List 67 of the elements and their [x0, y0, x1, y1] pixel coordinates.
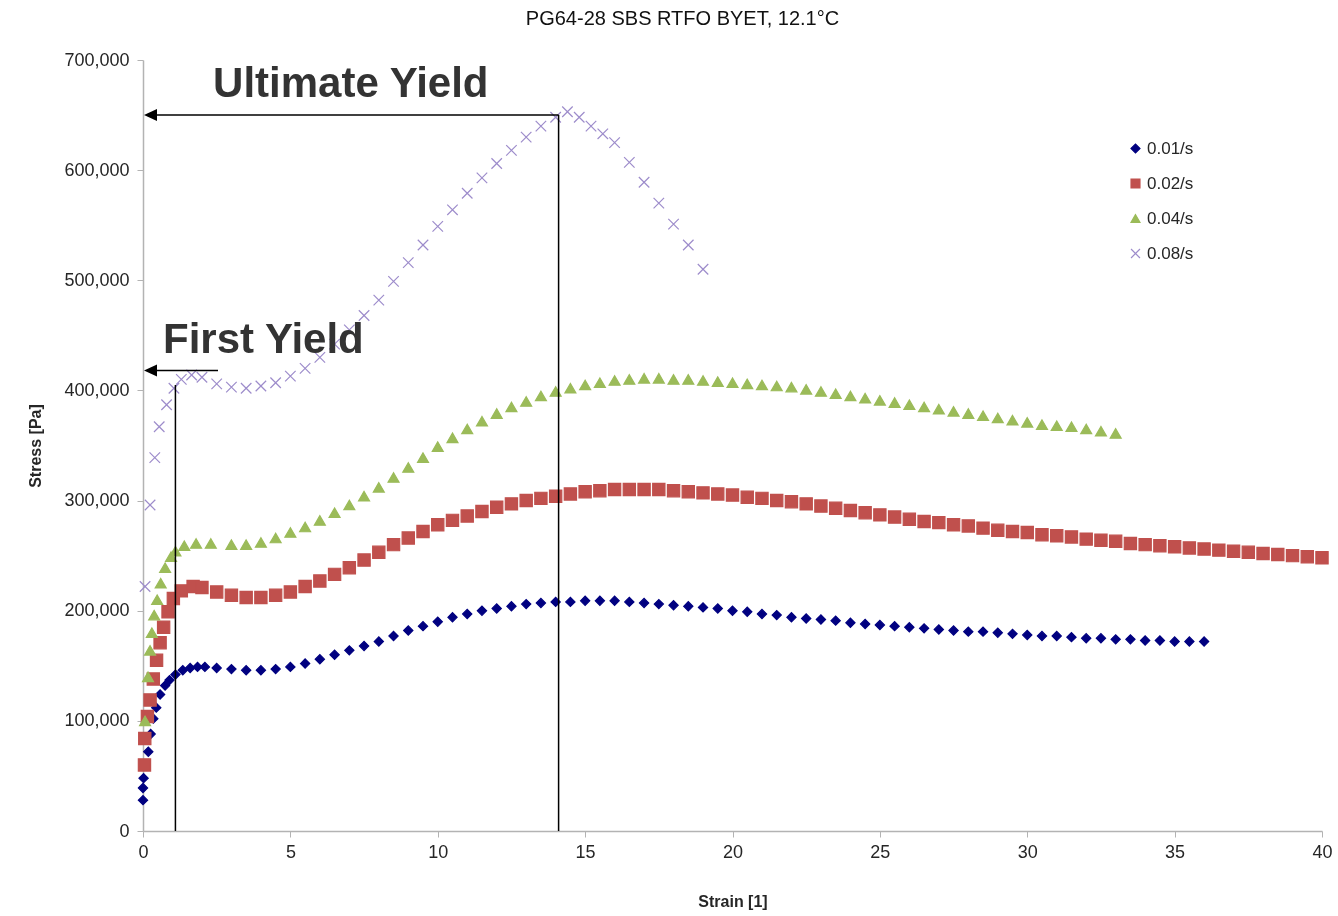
point — [476, 172, 488, 184]
x-tick-label: 35 — [1165, 841, 1186, 862]
y-tick-label: 600,000 — [64, 159, 130, 180]
y-tick-label: 700,000 — [64, 49, 130, 70]
point — [573, 111, 586, 124]
y-tick-label: 100,000 — [64, 710, 130, 731]
point — [446, 203, 459, 216]
x-tick-label: 5 — [285, 841, 296, 862]
point — [431, 220, 444, 233]
y-axis-title: Stress [Pa] — [27, 404, 45, 488]
point — [535, 120, 547, 132]
point — [387, 275, 400, 288]
y-tick-label: 400,000 — [64, 379, 130, 400]
y-tick-label: 0 — [119, 820, 130, 841]
point — [667, 218, 680, 230]
point — [153, 420, 166, 433]
point — [299, 362, 311, 375]
x-tick-label: 40 — [1312, 841, 1333, 862]
x-tick-label: 0 — [138, 841, 149, 862]
point — [196, 371, 208, 384]
legend-label: 0.02/s — [1147, 173, 1194, 193]
point — [148, 451, 161, 464]
x-axis-title: Strain [1] — [698, 892, 768, 910]
point — [596, 127, 609, 140]
point — [561, 105, 574, 118]
point — [623, 156, 636, 169]
point — [160, 398, 173, 411]
point — [608, 136, 621, 149]
point — [417, 239, 429, 251]
point — [682, 239, 695, 251]
point — [638, 176, 650, 189]
y-tick-label: 500,000 — [64, 269, 130, 290]
point — [225, 381, 238, 393]
annotation: First Yield — [163, 314, 364, 362]
y-tick-label: 300,000 — [64, 490, 130, 511]
point — [461, 187, 474, 200]
point — [505, 144, 518, 157]
point — [402, 256, 415, 269]
point — [175, 373, 188, 386]
point — [168, 382, 180, 395]
point — [139, 580, 151, 593]
point — [240, 382, 253, 395]
point — [269, 376, 282, 389]
point — [255, 380, 267, 392]
point — [372, 294, 385, 306]
x-tick-label: 20 — [722, 841, 744, 862]
point — [490, 157, 503, 170]
point — [284, 370, 297, 382]
point — [549, 111, 562, 124]
x-tick-label: 30 — [1017, 841, 1038, 862]
legend-label: 0.08/s — [1147, 243, 1194, 263]
x-tick-label: 15 — [575, 841, 596, 862]
x-tick-label: 25 — [870, 841, 891, 862]
x-tick-label: 10 — [428, 841, 449, 862]
point — [144, 499, 156, 511]
point — [358, 309, 370, 322]
point — [652, 197, 665, 210]
point — [697, 263, 709, 276]
point — [585, 120, 597, 132]
legend-label: 0.01/s — [1147, 138, 1194, 158]
annotation: Ultimate Yield — [213, 59, 489, 107]
y-tick-label: 200,000 — [64, 600, 130, 621]
chart-title: PG64-28 SBS RTFO BYET, 12.1°C — [525, 7, 840, 29]
point — [185, 369, 198, 381]
point — [210, 377, 223, 390]
point — [520, 131, 533, 143]
legend-label: 0.04/s — [1147, 208, 1194, 228]
